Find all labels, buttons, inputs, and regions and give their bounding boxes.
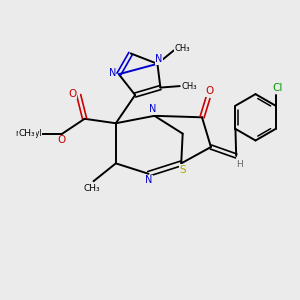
Text: S: S (179, 165, 186, 175)
Text: N: N (109, 68, 116, 78)
Text: Cl: Cl (273, 83, 283, 94)
Text: CH₃: CH₃ (84, 184, 100, 193)
Text: methyl: methyl (15, 129, 41, 138)
Text: N: N (149, 104, 157, 114)
Text: N: N (155, 54, 163, 64)
Text: H: H (236, 160, 243, 169)
Text: CH₃: CH₃ (174, 44, 190, 52)
Text: O: O (205, 86, 214, 96)
Text: N: N (145, 175, 152, 185)
Text: O: O (58, 135, 66, 145)
Text: CH₃: CH₃ (182, 82, 197, 91)
Text: O: O (68, 88, 76, 98)
Text: CH₃: CH₃ (19, 129, 36, 138)
